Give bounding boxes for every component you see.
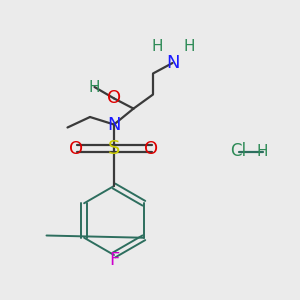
Text: H: H [152, 39, 163, 54]
Text: N: N [166, 54, 179, 72]
Text: S: S [108, 139, 120, 158]
Text: Cl: Cl [230, 142, 247, 160]
Text: H: H [89, 80, 100, 94]
Text: N: N [107, 116, 121, 134]
Text: O: O [144, 140, 159, 158]
Text: O: O [69, 140, 84, 158]
Text: O: O [107, 89, 121, 107]
Text: F: F [109, 251, 119, 269]
Text: H: H [257, 144, 268, 159]
Text: H: H [183, 39, 195, 54]
